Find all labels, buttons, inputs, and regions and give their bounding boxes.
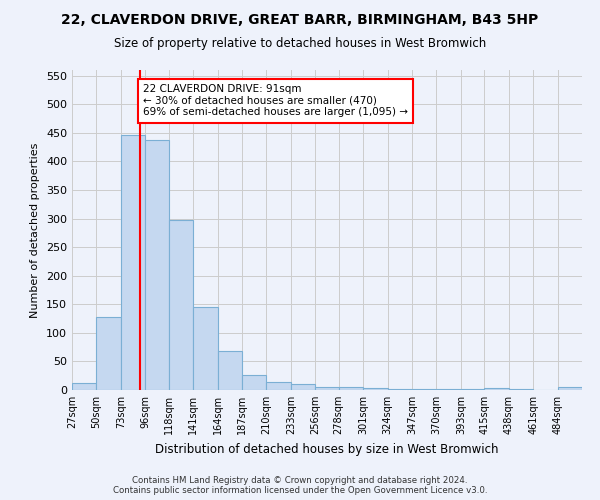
Bar <box>121 134 145 390</box>
Bar <box>266 382 291 390</box>
Y-axis label: Number of detached properties: Number of detached properties <box>31 142 40 318</box>
Bar <box>484 388 509 390</box>
Bar <box>193 307 218 390</box>
X-axis label: Distribution of detached houses by size in West Bromwich: Distribution of detached houses by size … <box>155 442 499 456</box>
Text: Contains HM Land Registry data © Crown copyright and database right 2024.
Contai: Contains HM Land Registry data © Crown c… <box>113 476 487 495</box>
Text: 22 CLAVERDON DRIVE: 91sqm
← 30% of detached houses are smaller (470)
69% of semi: 22 CLAVERDON DRIVE: 91sqm ← 30% of detac… <box>143 84 408 117</box>
Bar <box>169 220 193 390</box>
Text: Size of property relative to detached houses in West Bromwich: Size of property relative to detached ho… <box>114 38 486 51</box>
Text: 22, CLAVERDON DRIVE, GREAT BARR, BIRMINGHAM, B43 5HP: 22, CLAVERDON DRIVE, GREAT BARR, BIRMING… <box>61 12 539 26</box>
Bar <box>557 386 582 390</box>
Bar <box>242 374 266 390</box>
Bar <box>145 140 169 390</box>
Bar <box>316 386 338 390</box>
Bar <box>97 318 121 390</box>
Bar <box>291 384 316 390</box>
Bar <box>218 350 242 390</box>
Bar <box>363 388 388 390</box>
Bar <box>388 389 412 390</box>
Bar <box>72 382 97 390</box>
Bar <box>338 387 363 390</box>
